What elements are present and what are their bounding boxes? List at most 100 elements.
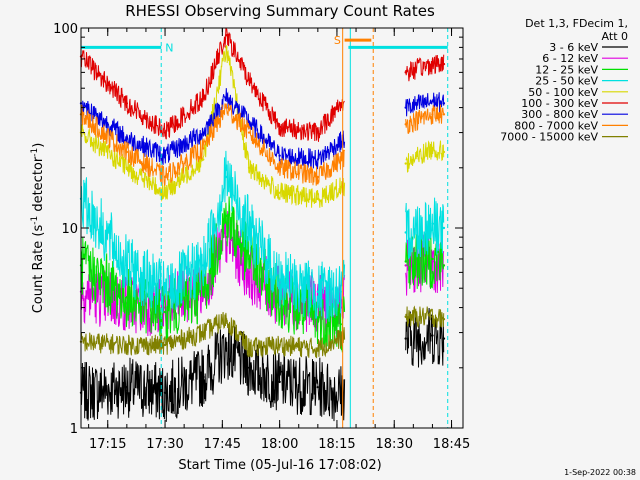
- series-3-6-kev: [79, 307, 446, 422]
- legend-item-label: 3 - 6 keV: [549, 41, 598, 54]
- data-point: [163, 131, 167, 134]
- data-point: [431, 260, 434, 263]
- data-point: [247, 131, 251, 134]
- legend-item-label: 7000 - 15000 keV: [500, 131, 598, 144]
- data-point: [316, 158, 320, 161]
- data-point: [163, 343, 167, 347]
- annotation-label: N: [165, 41, 173, 54]
- data-point: [224, 317, 228, 321]
- data-point: [339, 102, 342, 105]
- data-point: [163, 310, 167, 314]
- data-point: [202, 290, 205, 293]
- data-point: [202, 131, 205, 134]
- data-point: [339, 290, 342, 293]
- y-tick-label: 10: [61, 222, 78, 237]
- x-tick-label: 18:15: [318, 437, 355, 452]
- data-point: [404, 71, 407, 74]
- chart-title: RHESSI Observing Summary Count Rates: [125, 2, 435, 20]
- data-point: [431, 222, 434, 225]
- x-axis-label: Start Time (05-Jul-16 17:08:02): [178, 458, 381, 473]
- data-point: [316, 317, 320, 321]
- data-point: [247, 257, 251, 261]
- y-tick-label: 100: [53, 22, 78, 37]
- annotation-label: S: [334, 34, 341, 47]
- data-point: [125, 166, 129, 169]
- data-point: [224, 34, 228, 37]
- data-point: [431, 147, 434, 150]
- data-point: [442, 337, 446, 340]
- data-point: [125, 137, 129, 140]
- data-point: [431, 62, 434, 66]
- series-50-100-kev: [79, 44, 446, 208]
- data-point: [278, 380, 281, 384]
- data-point: [404, 106, 407, 109]
- legend-item-label: 800 - 7000 keV: [514, 119, 598, 132]
- data-point: [247, 166, 251, 169]
- data-point: [278, 343, 281, 347]
- data-point: [125, 150, 129, 154]
- data-point: [247, 226, 251, 230]
- data-point: [442, 226, 446, 230]
- data-point: [404, 260, 407, 263]
- data-point: [224, 175, 228, 179]
- data-point: [339, 391, 342, 394]
- legend-item-label: 300 - 800 keV: [521, 108, 598, 121]
- data-point: [278, 278, 281, 282]
- x-tick-label: 18:00: [261, 437, 298, 452]
- data-point: [404, 315, 407, 318]
- data-point: [202, 264, 205, 267]
- data-point: [224, 347, 228, 350]
- data-point: [442, 150, 446, 154]
- data-point: [442, 317, 446, 321]
- data-point: [224, 96, 228, 99]
- data-point: [163, 391, 167, 394]
- data-point: [224, 46, 228, 49]
- data-point: [316, 347, 320, 350]
- data-point: [202, 158, 205, 161]
- data-point: [431, 100, 434, 103]
- data-point: [247, 120, 251, 123]
- data-point: [442, 113, 446, 116]
- data-point: [247, 366, 251, 369]
- data-point: [125, 296, 129, 299]
- data-point: [125, 264, 129, 267]
- data-point: [202, 331, 205, 334]
- data-point: [404, 231, 407, 234]
- axis-ticks: 17:15 17:30 17:45 18:00 18:15 18:30 18:45 1 10 10…: [53, 22, 470, 452]
- x-tick-label: 18:45: [433, 437, 470, 452]
- data-point: [431, 315, 434, 318]
- data-point: [404, 162, 407, 165]
- data-point: [431, 257, 434, 261]
- data-point: [247, 78, 251, 82]
- legend-item-label: 6 - 12 keV: [542, 52, 598, 65]
- data-point: [442, 62, 446, 66]
- legend-header-line-1: Det 1,3, FDecim 1,: [525, 17, 628, 30]
- data-point: [224, 106, 228, 109]
- data-point: [339, 185, 342, 189]
- data-point: [404, 337, 407, 340]
- data-point: [278, 166, 281, 169]
- data-point: [163, 191, 167, 194]
- data-point: [339, 158, 342, 161]
- data-point: [404, 264, 407, 267]
- data-point: [224, 214, 228, 218]
- data-point: [247, 347, 251, 350]
- data-point: [431, 113, 434, 116]
- data-point: [125, 102, 129, 105]
- data-point: [316, 290, 320, 293]
- data-point: [442, 102, 446, 105]
- data-point: [316, 175, 320, 179]
- x-tick-label: 17:15: [89, 437, 126, 452]
- data-point: [125, 385, 129, 389]
- legend-item-label: 25 - 50 keV: [535, 75, 598, 88]
- plot-area: NS: [79, 27, 449, 428]
- data-point: [163, 290, 167, 293]
- footer-timestamp: 1-Sep-2022 00:38: [564, 468, 636, 477]
- data-point: [431, 334, 434, 337]
- data-point: [339, 323, 342, 326]
- legend-item-label: 100 - 300 keV: [521, 97, 598, 110]
- data-point: [247, 271, 251, 274]
- data-point: [278, 191, 281, 194]
